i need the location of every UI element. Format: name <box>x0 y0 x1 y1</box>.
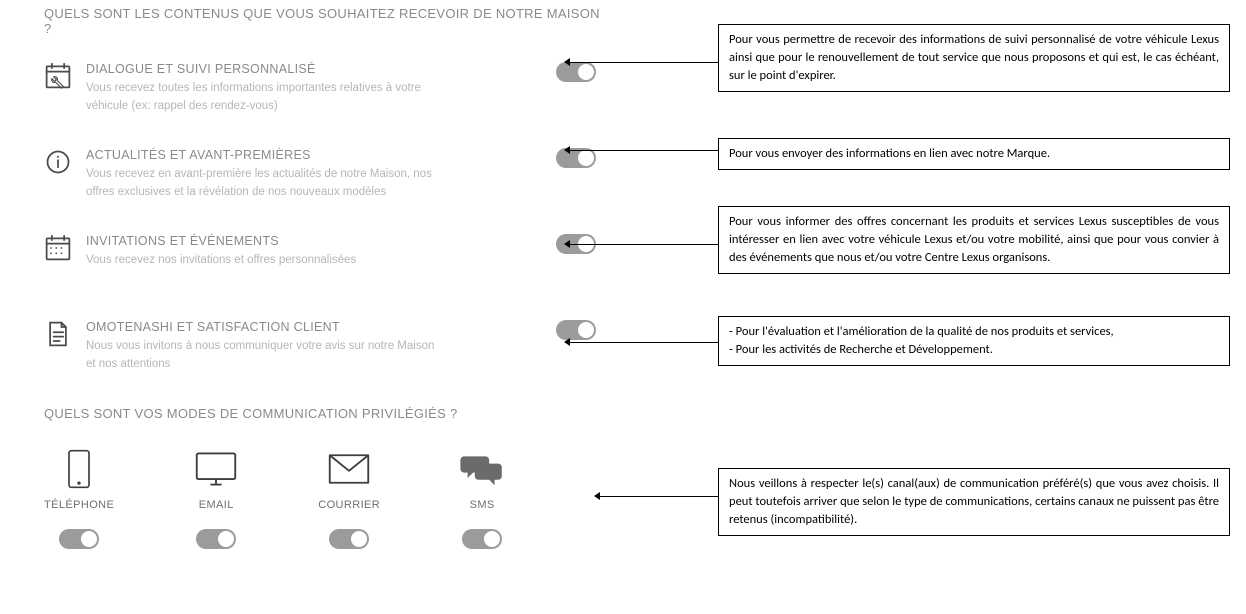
arrow-line <box>596 496 718 497</box>
channel-toggle-email[interactable] <box>196 529 236 549</box>
pref-desc: Vous recevez en avant-première les actua… <box>86 166 436 202</box>
channel-toggle-telephone[interactable] <box>59 529 99 549</box>
section-heading-channels: QUELS SONT VOS MODES DE COMMUNICATION PR… <box>44 406 600 421</box>
channel-sms: SMS <box>460 449 504 549</box>
channel-toggle-sms[interactable] <box>462 529 502 549</box>
mail-icon <box>327 449 371 489</box>
channel-toggle-courrier[interactable] <box>329 529 369 549</box>
callout-box: - Pour l'évaluation et l'amélioration de… <box>718 316 1230 366</box>
channel-label: EMAIL <box>199 499 234 511</box>
channel-email: EMAIL <box>194 449 238 549</box>
pref-title: INVITATIONS ET ÉVÉNEMENTS <box>86 234 436 248</box>
pref-row: DIALOGUE ET SUIVI PERSONNALISÉ Vous rece… <box>44 62 600 118</box>
document-icon <box>44 320 72 348</box>
channels-row: TÉLÉPHONE EMAIL COURRIER <box>44 449 600 549</box>
channel-courrier: COURRIER <box>318 449 380 549</box>
monitor-icon <box>194 449 238 489</box>
callout-box: Pour vous permettre de recevoir des info… <box>718 24 1230 92</box>
arrow-line <box>566 342 718 343</box>
arrow-line <box>566 62 718 63</box>
channel-label: COURRIER <box>318 499 380 511</box>
pref-row: INVITATIONS ET ÉVÉNEMENTS Vous recevez n… <box>44 234 600 290</box>
channel-label: TÉLÉPHONE <box>44 499 114 511</box>
pref-title: ACTUALITÉS ET AVANT-PREMIÈRES <box>86 148 436 162</box>
calendar-wrench-icon <box>44 62 72 90</box>
chat-icon <box>460 449 504 489</box>
pref-desc: Nous vous invitons à nous communiquer vo… <box>86 338 436 374</box>
callout-box: Pour vous informer des offres concernant… <box>718 206 1230 274</box>
arrow-line <box>566 244 718 245</box>
callout-box: Nous veillons à respecter le(s) canal(au… <box>718 468 1230 536</box>
arrow-line <box>566 150 718 151</box>
pref-desc: Vous recevez nos invitations et offres p… <box>86 252 436 270</box>
pref-title: OMOTENASHI ET SATISFACTION CLIENT <box>86 320 436 334</box>
pref-row: OMOTENASHI ET SATISFACTION CLIENT Nous v… <box>44 320 600 376</box>
pref-row: ACTUALITÉS ET AVANT-PREMIÈRES Vous recev… <box>44 148 600 204</box>
channel-label: SMS <box>470 499 495 511</box>
pref-desc: Vous recevez toutes les informations imp… <box>86 80 436 116</box>
calendar-icon <box>44 234 72 262</box>
preferences-panel: QUELS SONT LES CONTENUS QUE VOUS SOUHAIT… <box>44 6 600 549</box>
channel-telephone: TÉLÉPHONE <box>44 449 114 549</box>
pref-toggle-omotenashi[interactable] <box>556 320 596 340</box>
section-heading-content: QUELS SONT LES CONTENUS QUE VOUS SOUHAIT… <box>44 6 600 36</box>
pref-title: DIALOGUE ET SUIVI PERSONNALISÉ <box>86 62 436 76</box>
callout-box: Pour vous envoyer des informations en li… <box>718 138 1230 170</box>
phone-icon <box>65 449 93 489</box>
info-icon <box>44 148 72 176</box>
